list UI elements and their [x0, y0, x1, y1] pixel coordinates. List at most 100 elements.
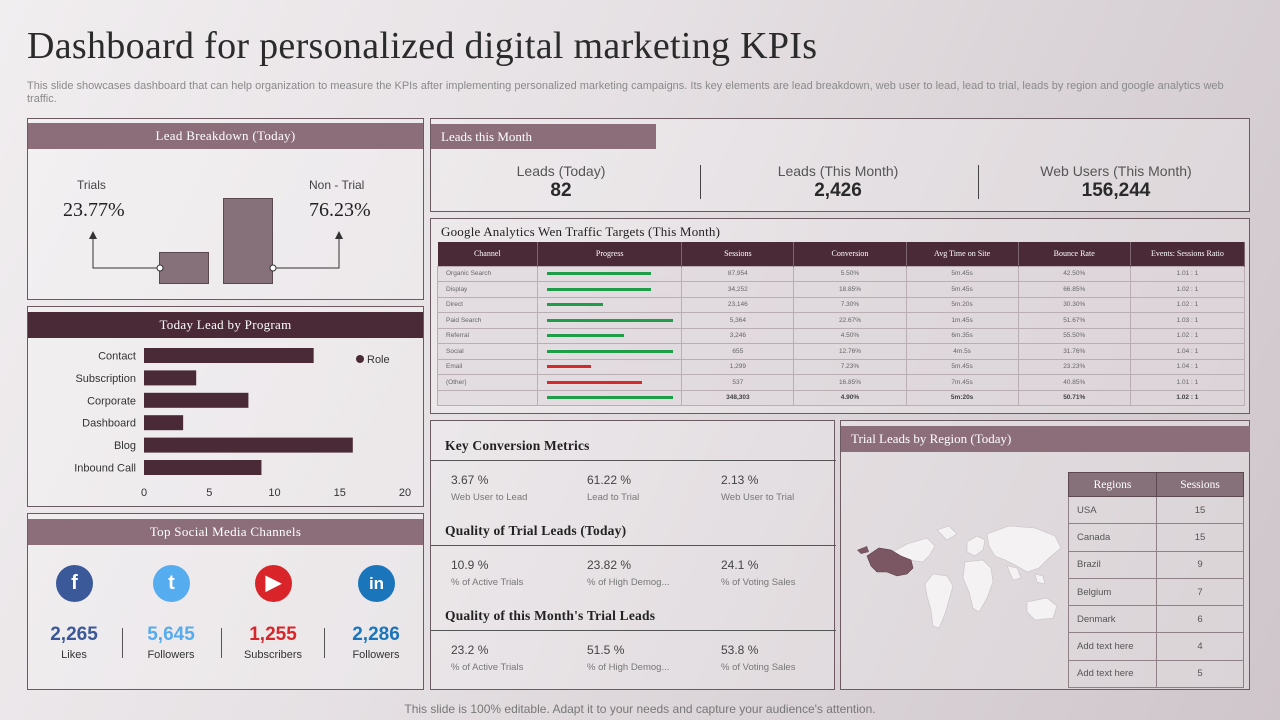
program-category-label: Inbound Call: [74, 463, 136, 475]
kpi-divider: [700, 165, 701, 199]
ga-ratio: 1.04 : 1: [1129, 358, 1246, 375]
program-bar: [144, 370, 197, 386]
metric-value: 23.2 %: [451, 643, 489, 657]
google-analytics-table: Channel Progress Sessions Conversion Avg Tim…: [436, 242, 1246, 406]
region-name: Add text here: [1068, 632, 1157, 661]
ga-progress: [537, 265, 683, 282]
ga-total-row: 348,303 4.90% 5m:20s 50.71% 1.02 : 1: [436, 389, 1246, 406]
page-subtitle: This slide showcases dashboard that can …: [27, 80, 1224, 105]
program-x-tick: 0: [141, 487, 147, 499]
progress-bar: [546, 303, 673, 307]
metric-label: Lead to Trial: [587, 492, 640, 503]
region-col-header: Regions: [1068, 472, 1157, 497]
google-analytics-title: Google Analytics Wen Traffic Targets (Th…: [441, 224, 721, 239]
social-title: Top Social Media Channels: [28, 519, 423, 545]
ga-channel: Social: [436, 343, 539, 360]
ga-progress: [537, 358, 683, 375]
region-name: Belgium: [1068, 577, 1157, 607]
program-x-tick: 15: [334, 487, 346, 499]
twitter-icon[interactable]: t: [153, 565, 190, 602]
region-name: Add text here: [1068, 659, 1157, 689]
program-bar: [144, 415, 184, 431]
non-trial-bar: [223, 197, 273, 284]
ga-sessions: 5,364: [681, 312, 795, 329]
region-sessions: 4: [1156, 632, 1244, 661]
program-category-label: Blog: [114, 440, 136, 452]
ga-ratio: 1.03 : 1: [1129, 312, 1246, 329]
ga-bounce-rate: 23.23%: [1017, 358, 1131, 375]
ga-conversion: 12.76%: [793, 343, 907, 360]
ga-col-header: Avg Time on Site: [906, 242, 1019, 266]
ga-sessions: 87,954: [681, 265, 795, 282]
facebook-icon[interactable]: f: [56, 565, 93, 602]
ga-conversion: 7.23%: [793, 358, 907, 375]
metric-value: 51.5 %: [587, 643, 625, 657]
metric-value: 23.82 %: [587, 558, 632, 572]
ga-bounce-rate: 66.85%: [1017, 281, 1131, 298]
social-panel: Top Social Media Channels f 2,265 Likes t 5,…: [27, 513, 424, 690]
youtube-icon[interactable]: ▶: [255, 565, 292, 602]
metric-label: % of Voting Sales: [721, 662, 796, 673]
progress-fill: [546, 396, 673, 400]
table-row: Direct 23,146 7.30% 5m.20s 30.30% 1.02 : 1: [436, 296, 1246, 313]
social-label: Followers: [352, 649, 400, 661]
ga-col-header: Conversion: [793, 242, 907, 266]
kpi-value: 156,244: [1081, 180, 1151, 201]
social-divider: [121, 628, 123, 658]
ga-sessions: 23,146: [681, 296, 795, 313]
region-name: USA: [1068, 495, 1157, 525]
ga-col-header: Bounce Rate: [1018, 242, 1131, 266]
program-category-label: Corporate: [87, 395, 136, 407]
ga-avg-time: 4m.5s: [905, 343, 1019, 360]
progress-bar: [546, 334, 673, 338]
section-divider: [431, 545, 836, 546]
ga-avg-time: 5m.20s: [905, 296, 1019, 313]
progress-fill: [546, 365, 591, 369]
region-sessions: 9: [1156, 550, 1244, 579]
ga-col-header: Events: Sessions Ratio: [1130, 242, 1246, 266]
social-label: Likes: [61, 649, 87, 661]
region-title: Trial Leads by Region (Today): [841, 426, 1250, 452]
program-bar: [144, 460, 262, 475]
linkedin-icon[interactable]: in: [358, 565, 395, 602]
conversion-metric: 3.67 % Web User to Lead: [451, 473, 527, 503]
ga-bounce-rate: 51.67%: [1017, 312, 1131, 329]
kpi-label: Leads (Today): [516, 163, 606, 179]
metric-label: % of Active Trials: [451, 577, 524, 588]
region-sessions: 6: [1156, 605, 1244, 634]
ga-progress: [537, 389, 683, 406]
conversion-metric: 51.5 % % of High Demog...: [587, 643, 669, 673]
ga-sessions: 3,246: [681, 327, 795, 344]
region-sessions: 15: [1156, 523, 1244, 552]
non-trial-value: 76.23%: [309, 199, 371, 221]
social-divider: [323, 628, 325, 658]
table-row: Email 1,299 7.23% 5m.45s 23.23% 1.04 : 1: [436, 358, 1246, 375]
lead-program-title: Today Lead by Program: [28, 312, 423, 338]
kpi-value: 82: [550, 180, 572, 201]
metric-value: 10.9 %: [451, 558, 489, 572]
region-table: Regions Sessions USA 15 Canada 15 Brazil 9 Bel…: [1068, 472, 1244, 689]
ga-sessions: 1,299: [681, 358, 795, 375]
ga-bounce-rate: 40.85%: [1017, 374, 1131, 391]
conversion-metric: 10.9 % % of Active Trials: [451, 558, 523, 588]
region-sessions: 7: [1156, 577, 1244, 607]
progress-track: [546, 365, 673, 369]
conversion-section-title: Quality of Trial Leads (Today): [445, 523, 627, 538]
ga-conversion: 16.85%: [793, 374, 907, 391]
kpi-leads-month: Leads (This Month) 2,426: [738, 163, 938, 202]
ga-conversion: 4.50%: [793, 327, 907, 344]
ga-bounce-rate: 55.50%: [1017, 327, 1131, 344]
ga-avg-time: 5m.45s: [905, 281, 1019, 298]
metric-value: 2.13 %: [721, 473, 759, 487]
ga-conversion: 5.50%: [793, 265, 907, 282]
social-value: 5,645: [147, 624, 195, 645]
metric-value: 24.1 %: [721, 558, 759, 572]
progress-fill: [546, 318, 673, 322]
social-value: 2,265: [50, 624, 98, 645]
lead-connector-lines: [89, 231, 343, 272]
progress-fill: [546, 334, 624, 338]
ga-bounce-rate: 30.30%: [1017, 296, 1131, 313]
conversion-metric: 24.1 % % of Voting Sales: [721, 558, 795, 588]
social-value: 1,255: [249, 624, 297, 645]
kpi-label: Leads (This Month): [777, 163, 899, 179]
